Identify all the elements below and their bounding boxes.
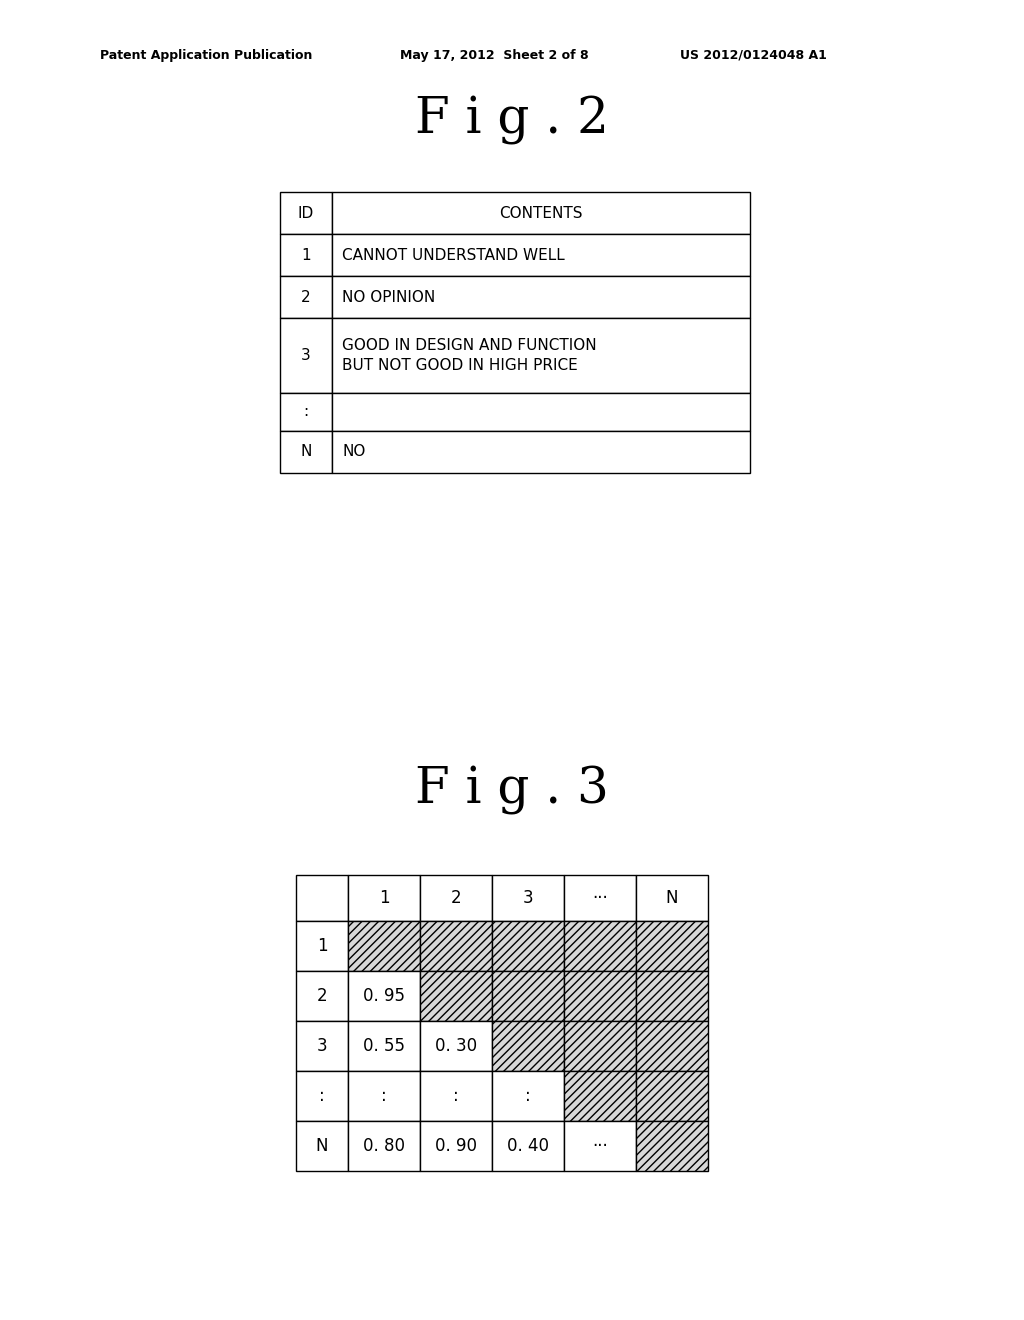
Bar xyxy=(492,1020,564,1071)
Text: US 2012/0124048 A1: US 2012/0124048 A1 xyxy=(680,49,826,62)
Bar xyxy=(280,276,332,318)
Text: ···: ··· xyxy=(592,888,608,907)
Bar xyxy=(492,972,564,1020)
Bar xyxy=(636,1071,708,1121)
Bar xyxy=(296,1020,348,1071)
Bar xyxy=(420,1020,492,1071)
Bar xyxy=(636,875,708,921)
Text: NO: NO xyxy=(342,445,366,459)
Text: 1: 1 xyxy=(379,888,389,907)
Text: CANNOT UNDERSTAND WELL: CANNOT UNDERSTAND WELL xyxy=(342,248,565,263)
Bar xyxy=(296,921,348,972)
Bar xyxy=(348,875,420,921)
Text: NO OPINION: NO OPINION xyxy=(342,289,435,305)
Text: :: : xyxy=(381,1086,387,1105)
Text: 0. 95: 0. 95 xyxy=(362,987,406,1005)
Text: 3: 3 xyxy=(301,348,311,363)
Bar xyxy=(348,1071,420,1121)
Bar xyxy=(296,1121,348,1171)
Bar xyxy=(636,1121,708,1171)
Bar xyxy=(636,972,708,1020)
Bar xyxy=(332,318,750,393)
Text: F i g . 2: F i g . 2 xyxy=(415,95,609,145)
Bar xyxy=(280,393,332,432)
Text: 0. 90: 0. 90 xyxy=(435,1137,477,1155)
Bar xyxy=(348,1121,420,1171)
Bar xyxy=(420,875,492,921)
Bar xyxy=(280,234,332,276)
Text: 2: 2 xyxy=(451,888,462,907)
Bar xyxy=(280,432,332,473)
Text: 3: 3 xyxy=(316,1038,328,1055)
Text: :: : xyxy=(303,404,308,420)
Bar xyxy=(332,432,750,473)
Text: CONTENTS: CONTENTS xyxy=(500,206,583,220)
Text: Patent Application Publication: Patent Application Publication xyxy=(100,49,312,62)
Bar xyxy=(348,1020,420,1071)
Bar xyxy=(636,921,708,972)
Bar xyxy=(280,318,332,393)
Bar xyxy=(636,1020,708,1071)
Text: :: : xyxy=(525,1086,530,1105)
Bar xyxy=(296,875,348,921)
Text: 0. 40: 0. 40 xyxy=(507,1137,549,1155)
Bar xyxy=(564,972,636,1020)
Bar xyxy=(564,875,636,921)
Bar xyxy=(564,1121,636,1171)
Bar xyxy=(296,1071,348,1121)
Text: 1: 1 xyxy=(301,248,311,263)
Bar xyxy=(332,276,750,318)
Text: May 17, 2012  Sheet 2 of 8: May 17, 2012 Sheet 2 of 8 xyxy=(400,49,589,62)
Text: N: N xyxy=(666,888,678,907)
Text: :: : xyxy=(319,1086,325,1105)
Text: N: N xyxy=(300,445,311,459)
Text: GOOD IN DESIGN AND FUNCTION
BUT NOT GOOD IN HIGH PRICE: GOOD IN DESIGN AND FUNCTION BUT NOT GOOD… xyxy=(342,338,597,372)
Bar xyxy=(564,921,636,972)
Text: F i g . 3: F i g . 3 xyxy=(415,766,609,814)
Bar xyxy=(280,191,332,234)
Bar xyxy=(332,234,750,276)
Bar xyxy=(564,1020,636,1071)
Bar xyxy=(332,393,750,432)
Bar xyxy=(296,972,348,1020)
Text: N: N xyxy=(315,1137,329,1155)
Bar xyxy=(420,1071,492,1121)
Bar xyxy=(348,921,420,972)
Text: 2: 2 xyxy=(316,987,328,1005)
Text: ···: ··· xyxy=(592,1137,608,1155)
Bar xyxy=(348,972,420,1020)
Text: 0. 80: 0. 80 xyxy=(362,1137,406,1155)
Bar xyxy=(492,1071,564,1121)
Text: 0. 55: 0. 55 xyxy=(362,1038,406,1055)
Text: ID: ID xyxy=(298,206,314,220)
Text: :: : xyxy=(454,1086,459,1105)
Bar xyxy=(564,1071,636,1121)
Bar xyxy=(420,921,492,972)
Bar xyxy=(492,1121,564,1171)
Text: 2: 2 xyxy=(301,289,311,305)
Bar xyxy=(420,972,492,1020)
Bar xyxy=(420,1121,492,1171)
Text: 0. 30: 0. 30 xyxy=(435,1038,477,1055)
Bar xyxy=(332,191,750,234)
Text: 1: 1 xyxy=(316,937,328,954)
Bar xyxy=(492,921,564,972)
Bar xyxy=(492,875,564,921)
Text: 3: 3 xyxy=(522,888,534,907)
